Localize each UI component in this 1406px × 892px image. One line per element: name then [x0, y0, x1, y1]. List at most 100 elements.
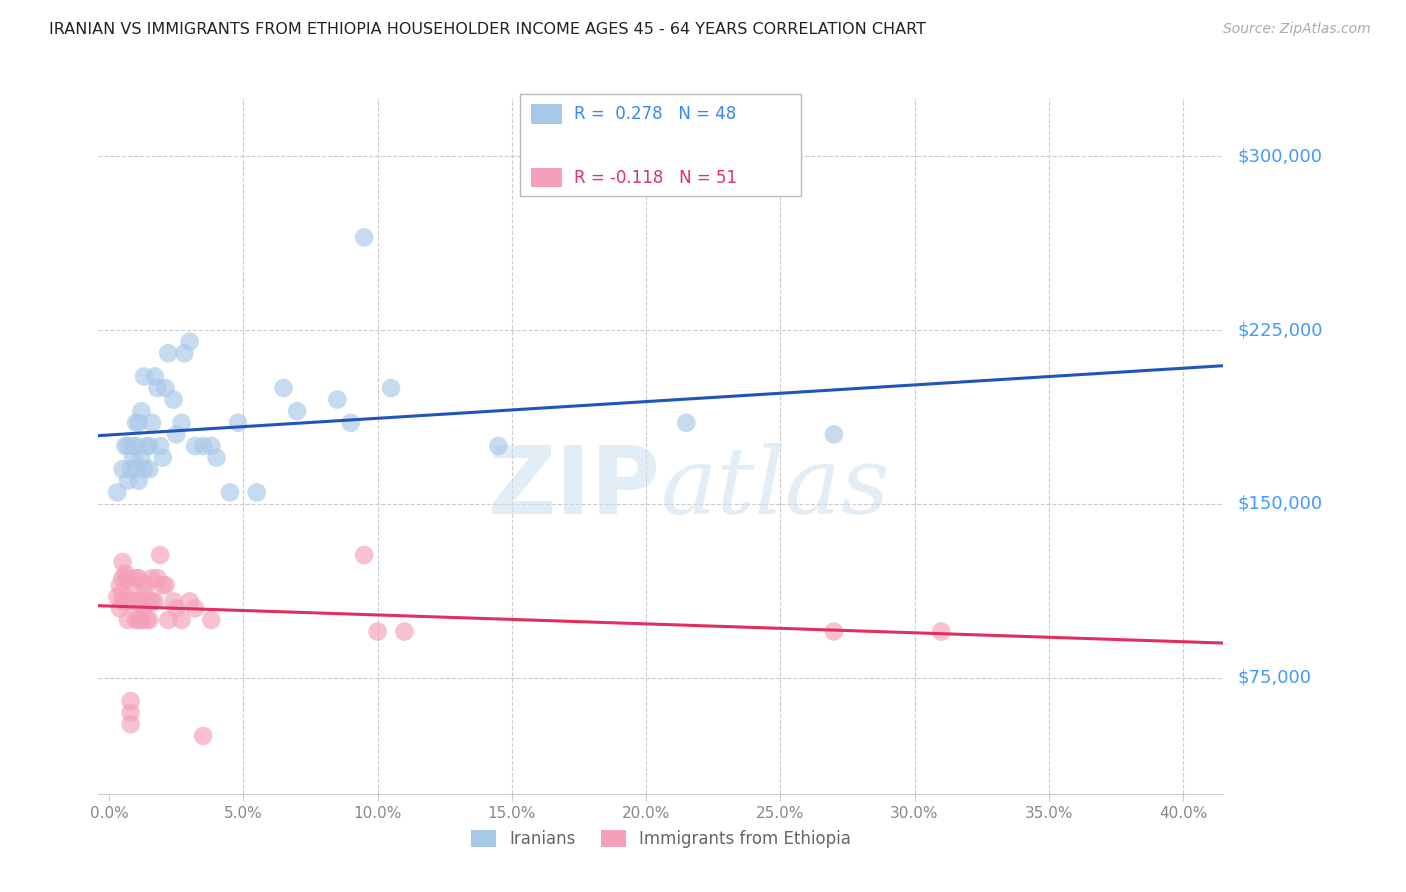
- Text: R =  0.278   N = 48: R = 0.278 N = 48: [574, 105, 735, 123]
- Point: [219, 485, 242, 500]
- Point: [149, 439, 172, 453]
- Point: [675, 416, 697, 430]
- Point: [128, 594, 150, 608]
- Point: [132, 462, 155, 476]
- Point: [128, 416, 150, 430]
- Legend: Iranians, Immigrants from Ethiopia: Iranians, Immigrants from Ethiopia: [464, 823, 858, 855]
- Point: [173, 346, 195, 360]
- Point: [120, 694, 142, 708]
- Point: [131, 594, 153, 608]
- Point: [146, 571, 169, 585]
- Point: [120, 717, 142, 731]
- Point: [162, 594, 184, 608]
- Text: $225,000: $225,000: [1237, 321, 1323, 339]
- Point: [125, 594, 148, 608]
- Text: Source: ZipAtlas.com: Source: ZipAtlas.com: [1223, 22, 1371, 37]
- Point: [205, 450, 228, 465]
- Point: [128, 571, 150, 585]
- Text: $150,000: $150,000: [1237, 495, 1322, 513]
- Point: [143, 594, 166, 608]
- Point: [128, 474, 150, 488]
- Point: [125, 416, 148, 430]
- Point: [165, 427, 187, 442]
- Point: [122, 450, 145, 465]
- Point: [394, 624, 416, 639]
- Point: [339, 416, 361, 430]
- Point: [149, 548, 172, 562]
- Point: [132, 369, 155, 384]
- Point: [152, 578, 174, 592]
- Point: [273, 381, 295, 395]
- Text: IRANIAN VS IMMIGRANTS FROM ETHIOPIA HOUSEHOLDER INCOME AGES 45 - 64 YEARS CORREL: IRANIAN VS IMMIGRANTS FROM ETHIOPIA HOUS…: [49, 22, 927, 37]
- Point: [165, 601, 187, 615]
- Point: [138, 613, 160, 627]
- Point: [122, 439, 145, 453]
- Point: [155, 381, 177, 395]
- Point: [184, 439, 207, 453]
- Point: [131, 404, 153, 418]
- Point: [486, 439, 509, 453]
- Point: [117, 571, 139, 585]
- Point: [157, 346, 180, 360]
- Point: [122, 594, 145, 608]
- Point: [353, 230, 375, 244]
- Point: [141, 416, 163, 430]
- Point: [823, 427, 845, 442]
- Point: [157, 613, 180, 627]
- Point: [353, 548, 375, 562]
- Text: R = -0.118   N = 51: R = -0.118 N = 51: [574, 169, 737, 186]
- Point: [135, 439, 157, 453]
- Point: [108, 578, 131, 592]
- Point: [120, 462, 142, 476]
- Text: $75,000: $75,000: [1237, 669, 1312, 687]
- Point: [141, 571, 163, 585]
- Point: [125, 462, 148, 476]
- Point: [246, 485, 269, 500]
- Point: [135, 578, 157, 592]
- Point: [200, 613, 222, 627]
- Point: [135, 613, 157, 627]
- Point: [125, 613, 148, 627]
- Point: [131, 613, 153, 627]
- Point: [200, 439, 222, 453]
- Point: [111, 571, 134, 585]
- Point: [132, 578, 155, 592]
- Point: [170, 416, 193, 430]
- Point: [285, 404, 308, 418]
- Point: [184, 601, 207, 615]
- Point: [138, 594, 160, 608]
- Point: [111, 462, 134, 476]
- Point: [155, 578, 177, 592]
- Point: [226, 416, 249, 430]
- Point: [138, 462, 160, 476]
- Point: [105, 485, 128, 500]
- Point: [326, 392, 349, 407]
- Point: [143, 369, 166, 384]
- Point: [138, 439, 160, 453]
- Point: [117, 474, 139, 488]
- Point: [117, 613, 139, 627]
- Point: [111, 594, 134, 608]
- Text: $300,000: $300,000: [1237, 147, 1322, 165]
- Point: [179, 594, 201, 608]
- Point: [191, 729, 214, 743]
- Point: [141, 594, 163, 608]
- Point: [114, 594, 136, 608]
- Point: [111, 585, 134, 599]
- Point: [132, 601, 155, 615]
- Point: [117, 439, 139, 453]
- Point: [823, 624, 845, 639]
- Point: [105, 590, 128, 604]
- Point: [111, 555, 134, 569]
- Point: [179, 334, 201, 349]
- Point: [162, 392, 184, 407]
- Text: atlas: atlas: [661, 442, 890, 533]
- Point: [114, 439, 136, 453]
- Point: [152, 450, 174, 465]
- Point: [131, 450, 153, 465]
- Text: ZIP: ZIP: [488, 442, 661, 533]
- Point: [380, 381, 402, 395]
- Point: [120, 706, 142, 720]
- Point: [114, 566, 136, 581]
- Point: [125, 571, 148, 585]
